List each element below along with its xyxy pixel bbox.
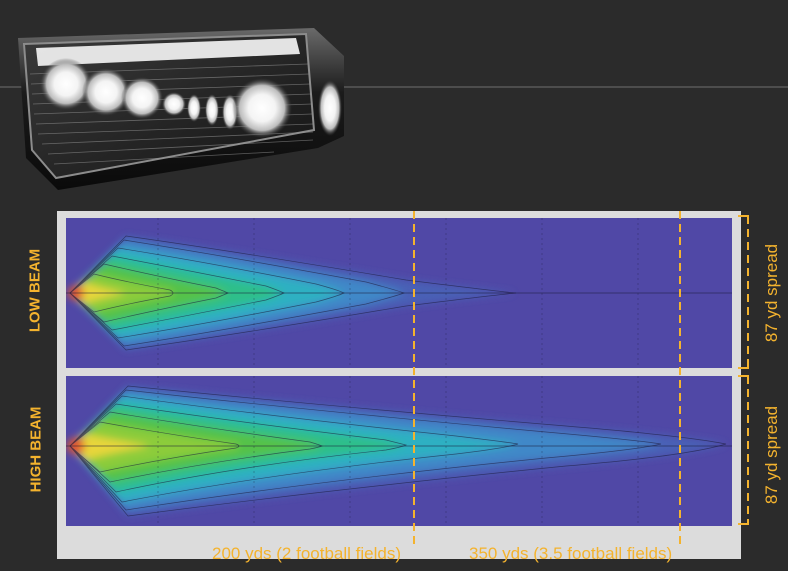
- high-beam-pattern: [66, 376, 732, 526]
- distance-350-label: 350 yds (3.5 football fields): [469, 544, 673, 563]
- high-beam-spread-label: 87 yd spread: [762, 405, 781, 505]
- low-beam-label: LOW BEAM: [26, 248, 44, 333]
- high-beam-label: HIGH BEAM: [27, 406, 45, 493]
- led-headlight-image: [18, 28, 344, 190]
- low-beam-pattern: [66, 218, 732, 368]
- distance-200-label: 200 yds (2 football fields): [212, 544, 401, 563]
- low-beam-spread-label: 87 yd spread: [762, 243, 781, 343]
- divider-line: [0, 86, 788, 88]
